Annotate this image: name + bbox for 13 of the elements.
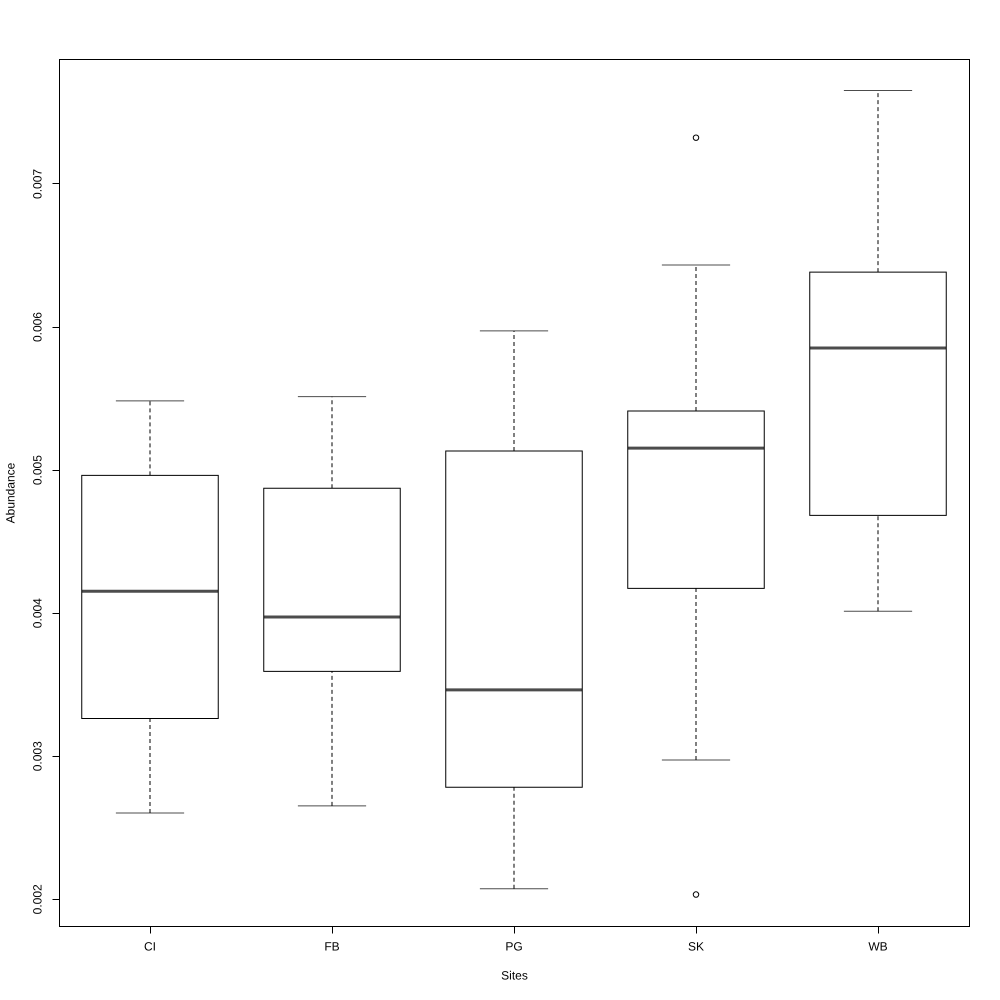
x-tick-label: WB: [868, 940, 888, 954]
x-tick-label: PG: [505, 940, 523, 954]
x-tick-label: SK: [688, 940, 704, 954]
y-tick-label: 0.005: [30, 454, 44, 486]
y-tick-label: 0.004: [30, 598, 44, 628]
x-tick-label: CI: [144, 940, 156, 954]
y-tick-label: 0.007: [30, 168, 44, 199]
y-tick-label: 0.003: [30, 740, 44, 772]
x-axis-title: Sites: [501, 968, 528, 982]
y-tick-label: 0.002: [30, 884, 44, 914]
y-tick-label: 0.006: [30, 312, 44, 342]
y-axis-title: Abundance: [4, 462, 18, 524]
x-tick-label: FB: [324, 940, 340, 954]
